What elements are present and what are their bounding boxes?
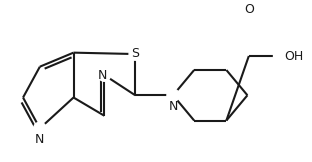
Text: N: N <box>97 69 107 82</box>
Circle shape <box>243 16 255 29</box>
Text: O: O <box>244 3 254 16</box>
Circle shape <box>129 48 141 60</box>
Circle shape <box>98 69 110 81</box>
Circle shape <box>167 89 179 101</box>
Circle shape <box>274 50 286 62</box>
Text: N: N <box>168 100 178 113</box>
Text: S: S <box>131 47 139 60</box>
Text: N: N <box>35 133 45 146</box>
Text: OH: OH <box>284 50 303 63</box>
Circle shape <box>34 122 46 135</box>
